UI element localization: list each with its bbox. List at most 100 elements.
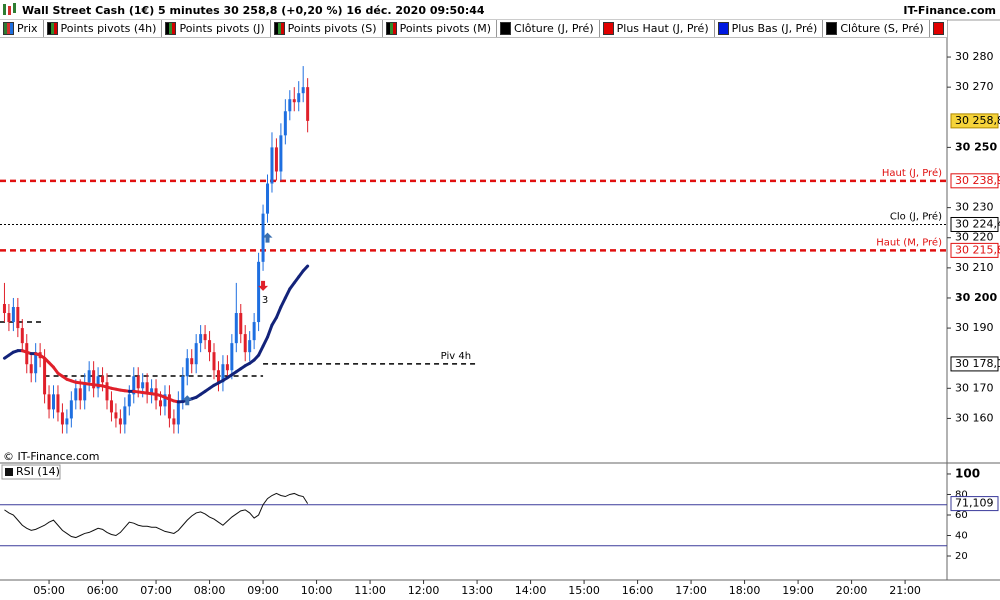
candle-body <box>123 406 127 425</box>
legend-swatch <box>826 22 838 35</box>
legend-swatch <box>500 22 512 35</box>
x-tick-label: 20:00 <box>836 584 868 597</box>
candle-body <box>190 358 194 365</box>
legend-item[interactable]: Points pivots (S) <box>271 20 383 37</box>
x-tick-label: 15:00 <box>568 584 600 597</box>
level-name: Piv 4h <box>441 351 471 362</box>
y-tick-label: 30 280 <box>955 50 994 63</box>
candle-body <box>136 376 140 389</box>
y-tick-label: 40 <box>955 530 968 541</box>
candle-body <box>52 394 56 410</box>
candle-body <box>114 412 118 419</box>
candle-body <box>172 418 176 425</box>
rsi-line <box>4 492 309 539</box>
rsi-tag-label: 71,109 <box>955 497 994 510</box>
candle-body <box>230 343 234 371</box>
y-tick-label: 30 250 <box>955 140 997 153</box>
candle-body <box>7 313 11 323</box>
level-tag-label: 30 238,9 <box>955 174 1000 187</box>
rsi-title: RSI (14) <box>16 465 60 478</box>
swatch-part <box>280 23 284 34</box>
swatch-part <box>501 23 511 34</box>
x-tick-label: 19:00 <box>782 584 814 597</box>
candle-body <box>159 400 163 407</box>
y-tick-label: 80 <box>955 489 968 500</box>
candle-body <box>150 388 154 395</box>
legend-swatch <box>717 22 729 35</box>
legend-item[interactable]: Plus Haut (J, Pré) <box>600 20 715 37</box>
legend-item[interactable]: Clôture (J, Pré) <box>497 20 600 37</box>
signal-arrow <box>182 395 193 406</box>
candle-body <box>105 382 109 401</box>
candle-body <box>60 412 64 425</box>
watermark: © IT-Finance.com <box>3 450 100 463</box>
legend-swatch <box>932 22 944 35</box>
candle-body <box>56 394 60 413</box>
candle-body <box>283 111 287 136</box>
candle-body <box>69 400 73 419</box>
x-tick-label: 14:00 <box>515 584 547 597</box>
chart-title: Wall Street Cash (1€) 5 minutes 30 258,8… <box>22 4 485 17</box>
x-tick-label: 10:00 <box>301 584 333 597</box>
candle-body <box>141 382 145 389</box>
candle-body <box>221 364 225 383</box>
swatch-part <box>718 23 728 34</box>
candle-body <box>181 376 185 401</box>
signal-arrow <box>262 232 273 243</box>
candle-body <box>306 87 310 121</box>
legend-label: Clôture (J, Pré) <box>514 22 594 35</box>
candle-body <box>65 418 69 425</box>
legend-item[interactable]: Points pivots (4h) <box>44 20 163 37</box>
candle-body <box>225 364 229 371</box>
swatch-part <box>274 23 278 34</box>
moving-average <box>301 264 310 273</box>
level-tag-label: 30 224,4 <box>955 217 1000 230</box>
level-name: Haut (J, Pré) <box>882 167 942 179</box>
candle-body <box>127 394 131 407</box>
y-tick-label: 30 170 <box>955 381 994 394</box>
candle-body <box>216 370 220 383</box>
candle-body <box>261 213 265 262</box>
candle-body <box>167 394 171 419</box>
y-tick-label: 30 220 <box>955 231 994 244</box>
candle-body <box>16 307 20 329</box>
candle-body <box>274 147 278 172</box>
legend-label: Points pivots (J) <box>179 22 265 35</box>
moving-average <box>266 323 274 339</box>
legend-item[interactable]: Clôture (S, Pré) <box>823 20 930 37</box>
y-tick-label: 20 <box>955 551 968 562</box>
legend-swatch <box>602 22 614 35</box>
legend-item[interactable]: Plus Haut (S, Pré) <box>930 20 947 37</box>
level-tag-label: 30 178,1 <box>955 357 1000 370</box>
x-tick-label: 16:00 <box>622 584 654 597</box>
candle-body <box>292 99 296 103</box>
signal-label: 3 <box>262 295 268 306</box>
y-tick-label: 30 190 <box>955 321 994 334</box>
candle-body <box>239 313 243 335</box>
candle-body <box>47 394 51 410</box>
candle-body <box>145 382 149 395</box>
level-tag <box>950 356 999 372</box>
y-tick-label: 100 <box>955 466 980 480</box>
swatch-part <box>386 23 390 34</box>
legend-item[interactable]: Prix <box>0 20 44 37</box>
candle-body <box>2 303 6 314</box>
candle-body <box>118 418 122 425</box>
level-tag <box>950 242 999 258</box>
x-tick-label: 13:00 <box>461 584 493 597</box>
moving-average <box>261 335 270 348</box>
legend-item[interactable]: Points pivots (J) <box>162 20 271 37</box>
swatch-part <box>277 23 281 34</box>
candle-body <box>83 382 87 401</box>
legend-item[interactable]: Points pivots (M) <box>383 20 498 37</box>
x-tick-label: 09:00 <box>247 584 279 597</box>
legend-item[interactable]: Plus Bas (J, Pré) <box>715 20 824 37</box>
swatch-part <box>50 23 54 34</box>
x-tick-label: 17:00 <box>675 584 707 597</box>
y-tick-label: 30 160 <box>955 411 994 424</box>
y-tick-label: 30 230 <box>955 201 994 214</box>
candle-body <box>257 261 261 323</box>
candle-body <box>163 394 167 407</box>
level-tag-label: 30 215,8 <box>955 243 1000 256</box>
candle-body <box>34 352 38 374</box>
